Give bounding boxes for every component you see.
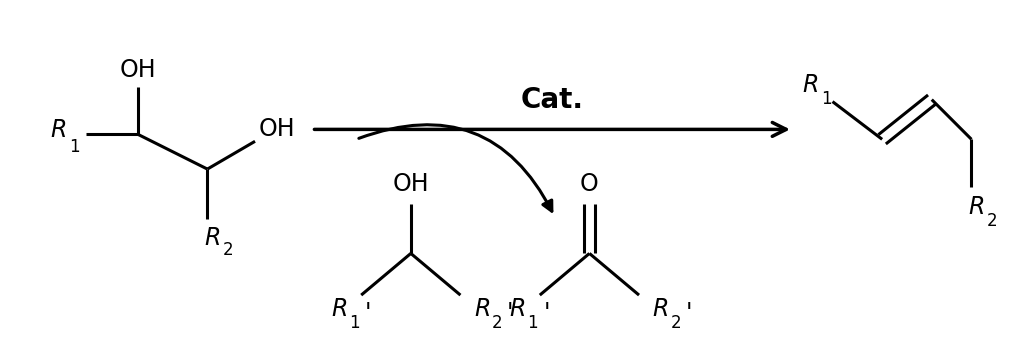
- Text: R: R: [802, 73, 819, 97]
- Text: OH: OH: [259, 117, 295, 141]
- Text: ': ': [543, 301, 550, 325]
- Text: Cat.: Cat.: [521, 86, 584, 113]
- Text: 1: 1: [528, 314, 538, 332]
- Text: R: R: [51, 118, 67, 143]
- Text: 1: 1: [822, 90, 832, 108]
- Text: R: R: [204, 225, 221, 250]
- Text: 2: 2: [492, 314, 502, 332]
- Text: 1: 1: [348, 314, 360, 332]
- FancyArrowPatch shape: [359, 125, 552, 211]
- Text: ': ': [365, 301, 371, 325]
- Text: R: R: [968, 195, 985, 219]
- Text: R: R: [331, 297, 347, 321]
- Text: ': ': [686, 301, 692, 325]
- Text: 2: 2: [223, 242, 234, 260]
- Text: R: R: [653, 297, 669, 321]
- Text: OH: OH: [120, 58, 157, 82]
- Text: 1: 1: [69, 138, 79, 156]
- Text: 2: 2: [670, 314, 681, 332]
- Text: OH: OH: [393, 172, 429, 196]
- Text: O: O: [580, 172, 599, 196]
- Text: R: R: [509, 297, 526, 321]
- Text: 2: 2: [987, 212, 998, 230]
- Text: R: R: [474, 297, 491, 321]
- Text: ': ': [507, 301, 513, 325]
